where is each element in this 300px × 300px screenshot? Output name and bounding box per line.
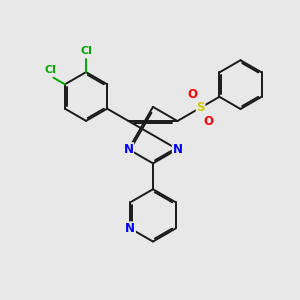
Text: O: O <box>203 115 213 128</box>
Text: O: O <box>188 88 198 101</box>
Text: S: S <box>196 101 205 114</box>
Text: N: N <box>124 143 134 156</box>
Text: N: N <box>125 222 135 235</box>
Text: Cl: Cl <box>80 46 92 56</box>
Text: N: N <box>172 143 182 156</box>
Text: Cl: Cl <box>44 65 56 75</box>
